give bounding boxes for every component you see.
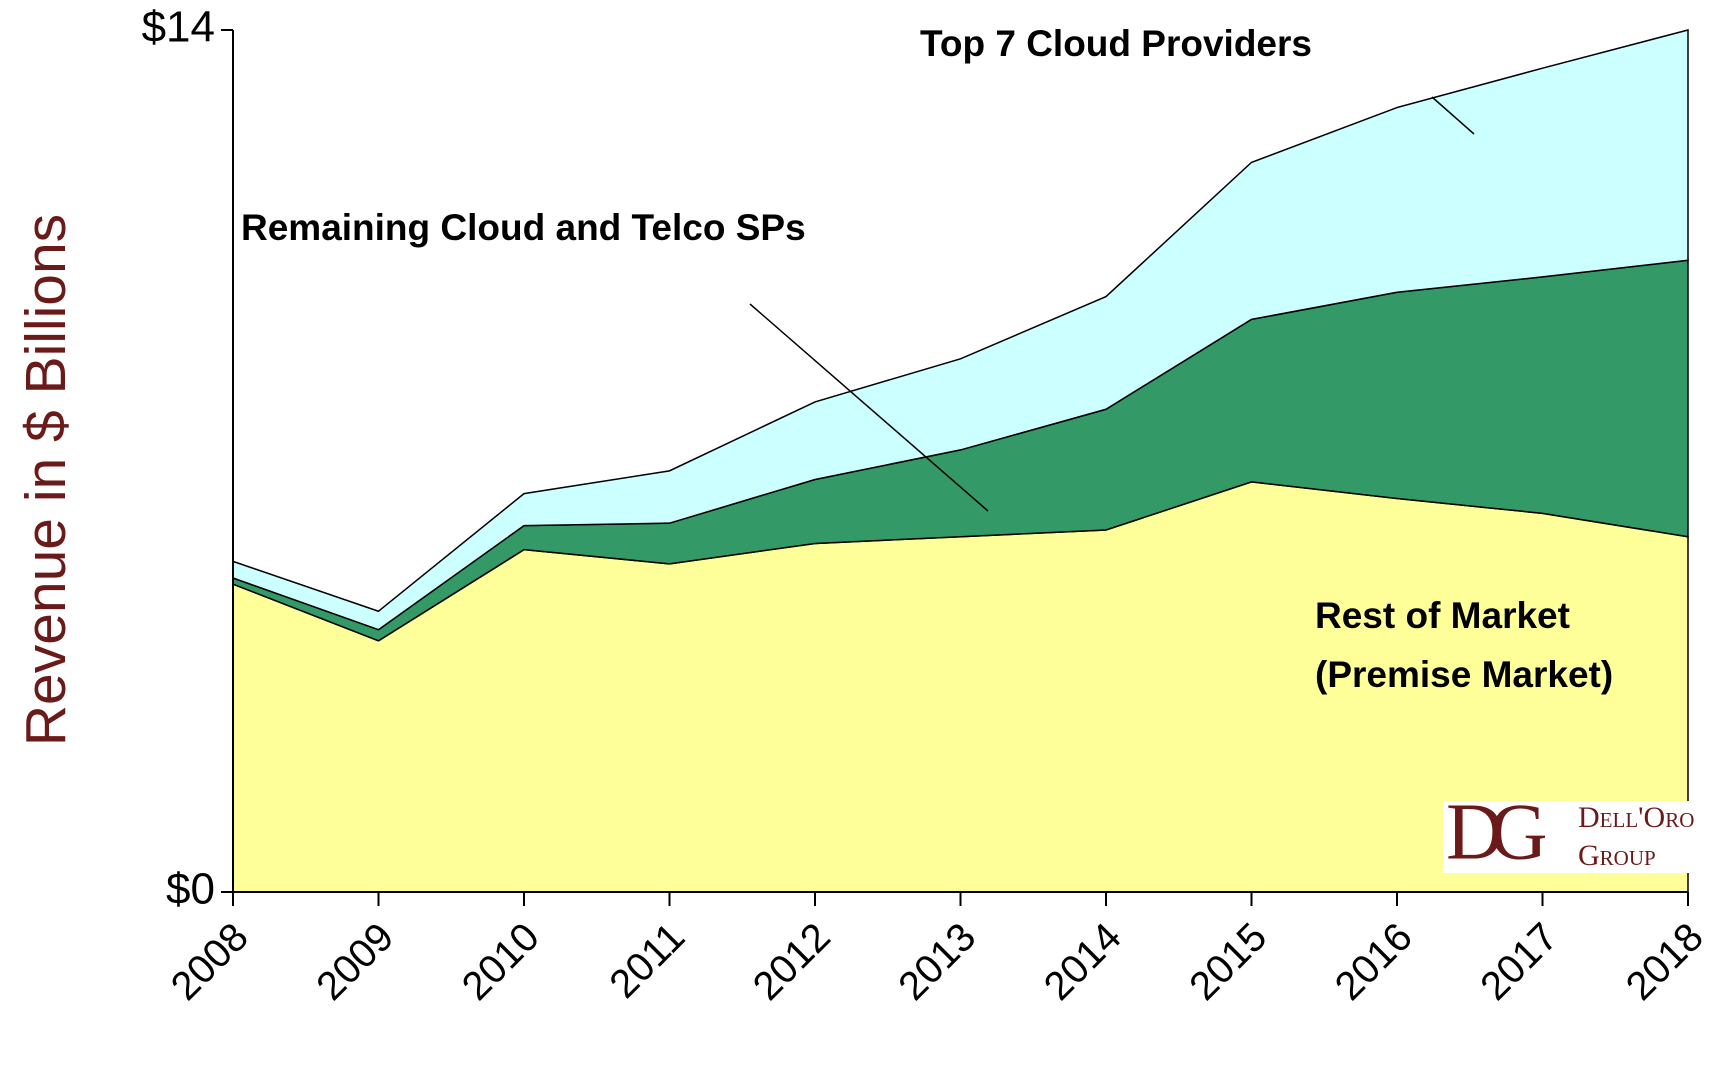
x-tick-label: 2010 <box>454 915 548 1009</box>
logo-text: Dell'Oro <box>1578 801 1694 834</box>
x-tick-label: 2009 <box>308 915 402 1009</box>
logo-bg <box>1443 801 1707 873</box>
x-tick-label: 2016 <box>1327 915 1421 1009</box>
x-tick-label: 2014 <box>1036 915 1130 1009</box>
leader-line <box>749 303 989 512</box>
annotation: Rest of Market <box>1315 595 1570 636</box>
leader-line <box>1431 96 1475 135</box>
y-tick-label: $14 <box>142 3 215 52</box>
annotation: Remaining Cloud and Telco SPs <box>241 207 806 248</box>
x-tick-label: 2018 <box>1618 915 1712 1009</box>
logo-text: Group <box>1578 839 1656 872</box>
area <box>232 29 1689 631</box>
x-tick-label: 2011 <box>601 915 693 1007</box>
x-tick-label: 2013 <box>890 915 984 1009</box>
x-tick-label: 2017 <box>1472 915 1566 1009</box>
x-tick-label: 2008 <box>163 915 257 1009</box>
x-tick-label: 2015 <box>1181 915 1275 1009</box>
logo: DG Dell'Oro Group <box>1443 788 1707 876</box>
x-tick-label: 2012 <box>745 915 839 1009</box>
annotation: Top 7 Cloud Providers <box>920 23 1312 64</box>
logo-mark: DG <box>1446 788 1546 876</box>
annotation: (Premise Market) <box>1315 654 1613 695</box>
y-tick-label: $0 <box>166 865 215 914</box>
y-axis-label: Revenue in $ Billions <box>14 214 78 746</box>
